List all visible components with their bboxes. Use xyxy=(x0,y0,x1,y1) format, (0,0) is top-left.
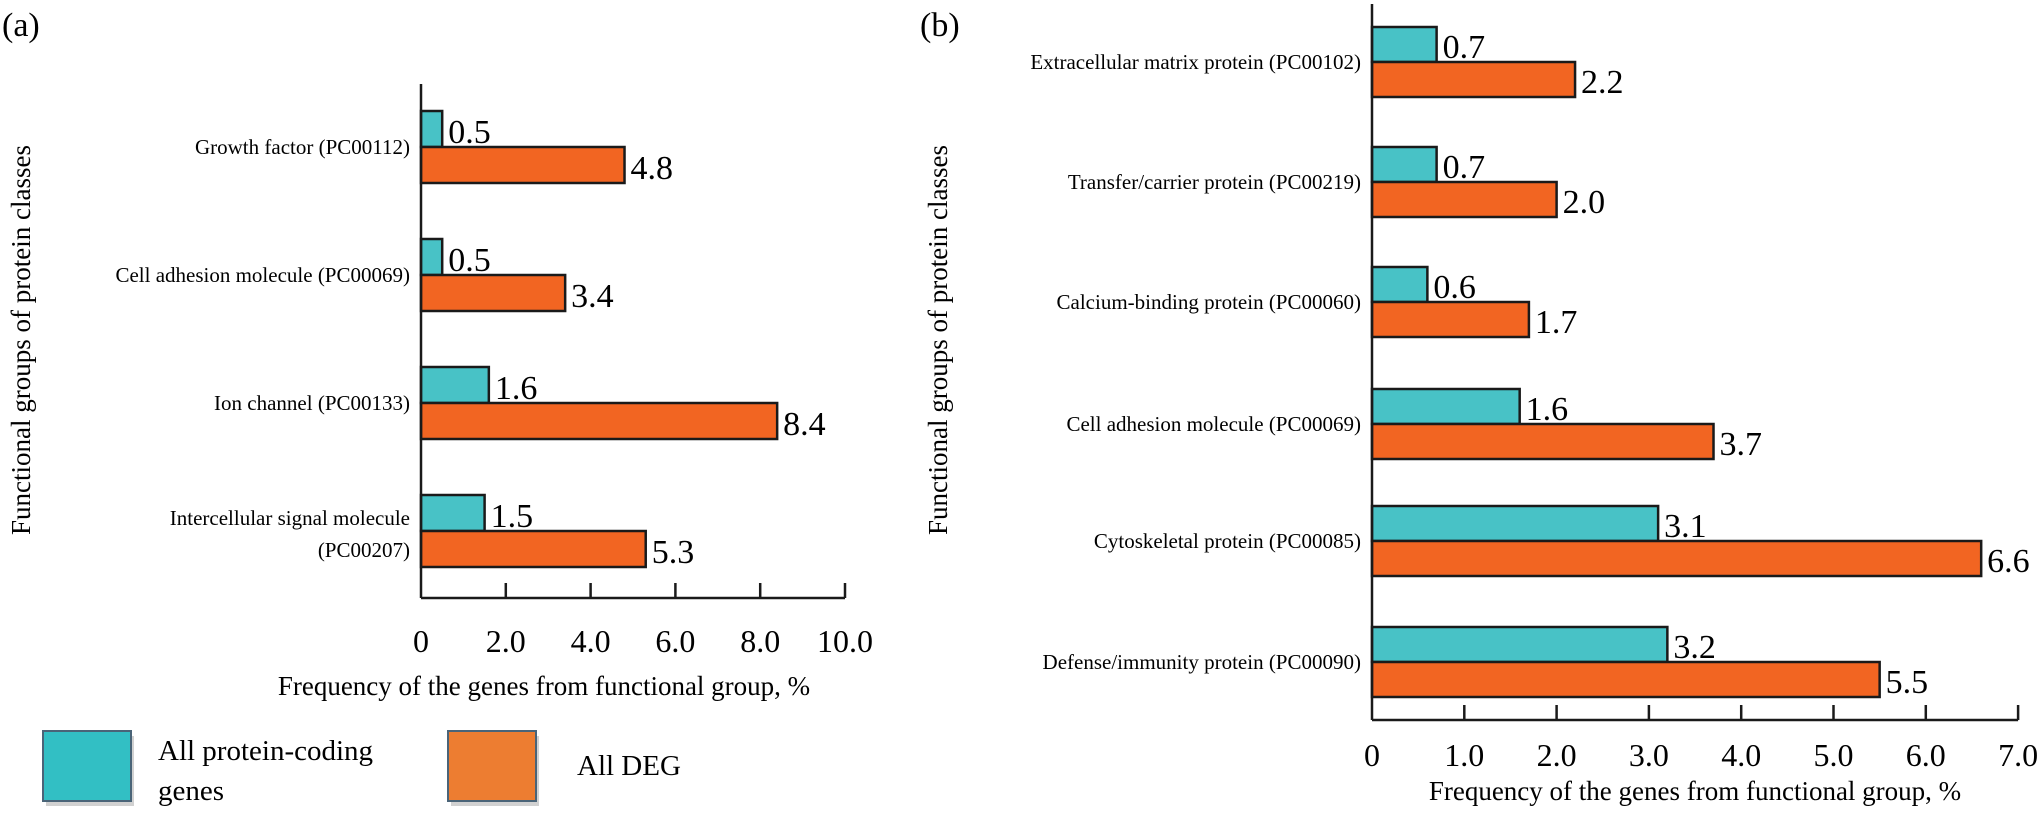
value-label-all-protein-coding: 0.5 xyxy=(448,242,491,279)
bar-all-deg xyxy=(419,273,567,313)
category-label-line2: (PC00207) xyxy=(318,538,410,562)
value-label-all-deg: 3.7 xyxy=(1720,426,1763,463)
bar-all-deg xyxy=(1370,539,1983,578)
panel-a: (a) Functional groups of protein classes G… xyxy=(2,7,873,701)
category-label: Cytoskeletal protein (PC00085) xyxy=(1094,529,1361,553)
category-label: Cell adhesion molecule (PC00069) xyxy=(1066,412,1361,436)
legend-label-all-protein-coding-line2: genes xyxy=(158,775,224,807)
category-label: Cell adhesion molecule (PC00069) xyxy=(115,263,410,287)
panel-b-x-axis-title: Frequency of the genes from functional g… xyxy=(1429,776,1961,806)
bar-all-deg xyxy=(1370,60,1577,99)
x-tick-label: 4.0 xyxy=(571,623,611,659)
panel-b-y-axis-title: Functional groups of protein classes xyxy=(923,145,953,535)
x-tick-label: 8.0 xyxy=(740,623,780,659)
bar-all-protein-coding xyxy=(419,109,444,149)
bar-all-protein-coding xyxy=(1370,504,1660,543)
value-label-all-deg: 1.7 xyxy=(1535,304,1578,341)
x-tick-label: 3.0 xyxy=(1629,737,1669,773)
legend-swatch-all-deg xyxy=(447,730,537,802)
panel-a-y-axis-title: Functional groups of protein classes xyxy=(6,145,36,535)
value-label-all-deg: 5.3 xyxy=(652,534,695,571)
value-label-all-protein-coding: 3.2 xyxy=(1673,629,1716,666)
bar-all-deg xyxy=(1370,300,1531,339)
value-label-all-protein-coding: 0.7 xyxy=(1443,29,1486,66)
x-tick-label: 10.0 xyxy=(817,623,873,659)
bar-all-deg xyxy=(419,529,647,569)
value-label-all-deg: 5.5 xyxy=(1886,664,1929,701)
category-label: Ion channel (PC00133) xyxy=(214,391,410,415)
x-tick-label: 2.0 xyxy=(486,623,526,659)
bar-all-deg xyxy=(419,145,626,185)
value-label-all-protein-coding: 1.6 xyxy=(1526,391,1569,428)
bar-all-deg xyxy=(1370,180,1558,219)
value-label-all-deg: 8.4 xyxy=(783,406,826,443)
panel-a-x-axis-title: Frequency of the genes from functional g… xyxy=(278,671,810,701)
value-label-all-protein-coding: 1.5 xyxy=(491,498,533,535)
panel-a-label: (a) xyxy=(2,7,40,44)
bar-all-protein-coding xyxy=(419,365,491,405)
legend: All protein-coding genes All DEG xyxy=(42,730,681,807)
bar-all-protein-coding xyxy=(1370,387,1521,426)
legend-label-all-deg: All DEG xyxy=(577,750,681,782)
value-label-all-deg: 6.6 xyxy=(1987,543,2030,580)
x-tick-label: 6.0 xyxy=(655,623,695,659)
bar-all-protein-coding xyxy=(1370,25,1438,64)
category-label: Transfer/carrier protein (PC00219) xyxy=(1068,170,1361,194)
panel-b: (b) Functional groups of protein classes E… xyxy=(920,4,2038,806)
category-label: Intercellular signal molecule xyxy=(170,506,410,530)
value-label-all-deg: 2.2 xyxy=(1581,64,1624,101)
x-tick-label: 2.0 xyxy=(1537,737,1577,773)
legend-swatch-all-protein-coding xyxy=(42,730,132,802)
value-label-all-protein-coding: 0.7 xyxy=(1443,149,1486,186)
bar-all-deg xyxy=(1370,422,1715,461)
bar-all-protein-coding xyxy=(419,493,486,533)
x-tick-label: 5.0 xyxy=(1814,737,1854,773)
value-label-all-deg: 2.0 xyxy=(1563,184,1606,221)
x-tick-label: 0 xyxy=(413,623,429,659)
x-tick-label: 1.0 xyxy=(1444,737,1484,773)
x-tick-label: 0 xyxy=(1364,737,1380,773)
value-label-all-protein-coding: 1.6 xyxy=(495,370,537,407)
x-tick-label: 7.0 xyxy=(1998,737,2038,773)
bar-all-protein-coding xyxy=(419,237,444,277)
category-label: Calcium-binding protein (PC00060) xyxy=(1057,290,1361,314)
value-label-all-protein-coding: 0.5 xyxy=(448,114,491,151)
bar-all-deg xyxy=(1370,660,1881,699)
value-label-all-deg: 4.8 xyxy=(631,150,674,187)
value-label-all-protein-coding: 3.1 xyxy=(1664,508,1707,545)
value-label-all-protein-coding: 0.6 xyxy=(1433,269,1476,306)
value-label-all-deg: 3.4 xyxy=(571,278,614,315)
panel-b-label: (b) xyxy=(920,7,960,44)
category-label: Extracellular matrix protein (PC00102) xyxy=(1030,50,1361,74)
bar-all-protein-coding xyxy=(1370,625,1669,664)
category-label: Defense/immunity protein (PC00090) xyxy=(1043,650,1361,674)
x-tick-label: 4.0 xyxy=(1721,737,1761,773)
legend-label-all-protein-coding: All protein-coding xyxy=(158,735,373,767)
bar-all-protein-coding xyxy=(1370,265,1429,304)
category-label: Growth factor (PC00112) xyxy=(195,135,410,159)
bar-all-protein-coding xyxy=(1370,145,1438,184)
x-tick-label: 6.0 xyxy=(1906,737,1946,773)
bar-all-deg xyxy=(419,401,779,441)
